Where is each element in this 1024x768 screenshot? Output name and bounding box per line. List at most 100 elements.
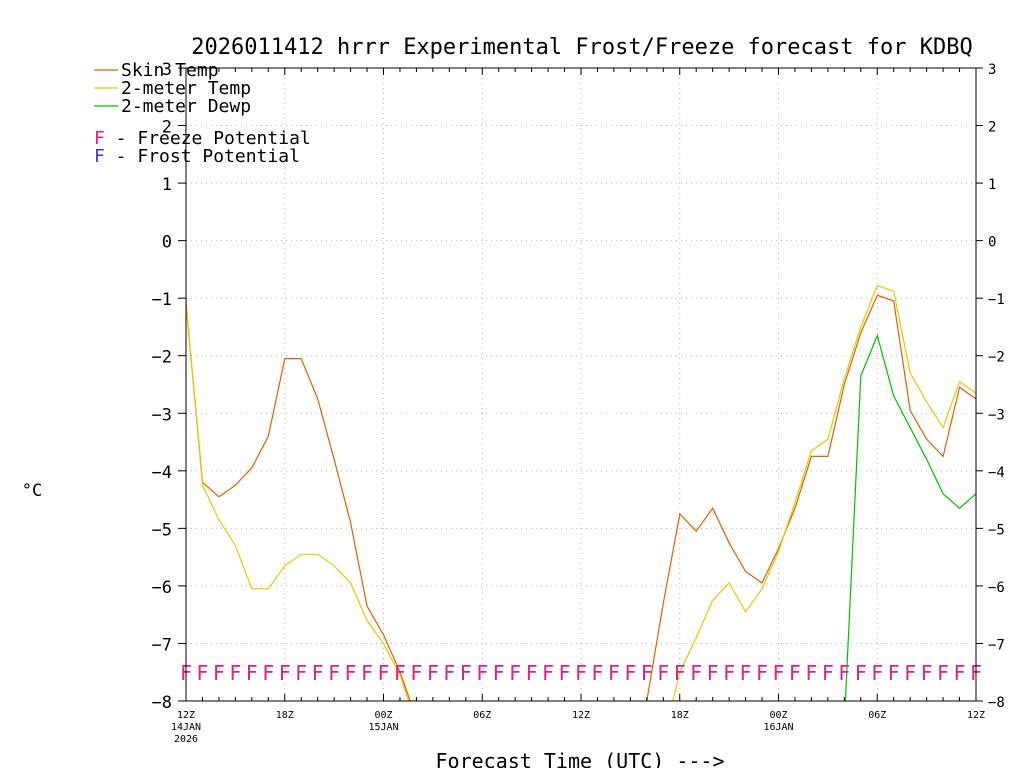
freeze-flag: F bbox=[888, 661, 900, 685]
y-tick-label-right: −1 bbox=[988, 292, 1005, 308]
freeze-flag: F bbox=[822, 661, 834, 685]
y-tick-label-left: −7 bbox=[152, 635, 172, 655]
freeze-flag: F bbox=[476, 661, 488, 685]
y-tick-label-left: −2 bbox=[152, 348, 172, 368]
flag-legend-letter: F bbox=[94, 146, 105, 167]
series-layer bbox=[186, 284, 976, 701]
freeze-flag: F bbox=[328, 661, 340, 685]
x-tick-label: 16JAN bbox=[763, 722, 793, 733]
freeze-flag: F bbox=[542, 661, 554, 685]
chart-title: 2026011412 hrrr Experimental Frost/Freez… bbox=[191, 35, 972, 60]
y-axis-right: 3 2 1 0 −1 −2 −3 −4 −5 −6 −7 −8 bbox=[976, 62, 1005, 711]
y-axis-left: 3 2 1 0 −1 −2 −3 −4 −5 −6 −7 −8 bbox=[152, 60, 186, 713]
freeze-flag: F bbox=[394, 661, 406, 685]
x-tick-label: 06Z bbox=[473, 710, 491, 721]
freeze-flag: F bbox=[559, 661, 571, 685]
flag-legend-text: - Freeze Potential bbox=[105, 128, 311, 149]
freeze-flag: F bbox=[427, 661, 439, 685]
y-tick-label-left: −8 bbox=[152, 693, 172, 713]
y-tick-label-right: −5 bbox=[988, 522, 1005, 538]
freeze-flag: F bbox=[493, 661, 505, 685]
series-skin-temp bbox=[186, 294, 976, 701]
legend-label: 2-meter Temp bbox=[121, 78, 251, 99]
x-tick-label: 15JAN bbox=[368, 722, 398, 733]
y-tick-label-left: −3 bbox=[152, 405, 172, 425]
flag-legend-letter: F bbox=[94, 128, 105, 149]
y-tick-label-right: −2 bbox=[988, 350, 1005, 366]
freeze-flag: F bbox=[279, 661, 291, 685]
freeze-flag: F bbox=[361, 661, 373, 685]
y-tick-label-left: −4 bbox=[152, 463, 172, 483]
y-tick-label-left: −6 bbox=[152, 578, 172, 598]
legend-label: Skin Temp bbox=[121, 60, 219, 81]
freeze-flag: F bbox=[921, 661, 933, 685]
x-tick-label: 12Z bbox=[572, 710, 590, 721]
freeze-flag: F bbox=[608, 661, 620, 685]
freeze-flag: F bbox=[772, 661, 784, 685]
x-tick-label: 06Z bbox=[868, 710, 886, 721]
freeze-flag: F bbox=[624, 661, 636, 685]
freeze-flag: F bbox=[196, 661, 208, 685]
freeze-flag: F bbox=[641, 661, 653, 685]
x-tick-label: 12Z bbox=[967, 710, 985, 721]
y-tick-label-right: 3 bbox=[988, 62, 996, 78]
y-tick-label-right: −7 bbox=[988, 637, 1005, 653]
freeze-flag: F bbox=[295, 661, 307, 685]
x-axis-label: Forecast Time (UTC) ---> bbox=[436, 749, 725, 768]
y-tick-label-right: −6 bbox=[988, 580, 1005, 596]
y-tick-label-right: −3 bbox=[988, 407, 1005, 423]
freeze-flag: F bbox=[213, 661, 225, 685]
y-tick-label-right: 0 bbox=[988, 235, 996, 251]
freeze-flag: F bbox=[443, 661, 455, 685]
x-tick-label: 14JAN bbox=[171, 722, 201, 733]
freeze-flag: F bbox=[657, 661, 669, 685]
y-tick-label-left: 2 bbox=[162, 118, 172, 138]
x-tick-label: 00Z bbox=[769, 710, 787, 721]
series-2-meter-dewp bbox=[844, 333, 976, 701]
y-tick-label-right: −8 bbox=[988, 695, 1005, 711]
freeze-flag: F bbox=[591, 661, 603, 685]
x-tick-label: 12Z bbox=[177, 710, 195, 721]
x-tick-label: 18Z bbox=[276, 710, 294, 721]
y-axis-label: °C bbox=[22, 481, 42, 501]
freeze-flag: F bbox=[937, 661, 949, 685]
y-tick-label-right: 2 bbox=[988, 120, 996, 136]
freeze-flag: F bbox=[690, 661, 702, 685]
y-tick-label-left: 3 bbox=[162, 60, 172, 80]
freeze-flag: F bbox=[575, 661, 587, 685]
freeze-flag: F bbox=[789, 661, 801, 685]
freeze-flag: F bbox=[377, 661, 389, 685]
freeze-flag: F bbox=[838, 661, 850, 685]
x-tick-label: 18Z bbox=[671, 710, 689, 721]
plot-frame bbox=[185, 67, 977, 702]
freeze-flag: F bbox=[460, 661, 472, 685]
freeze-flag: F bbox=[805, 661, 817, 685]
freeze-flag: F bbox=[262, 661, 274, 685]
freeze-flag: F bbox=[871, 661, 883, 685]
flag-legend-text: - Frost Potential bbox=[105, 146, 300, 167]
legend-label: 2-meter Dewp bbox=[121, 96, 251, 117]
y-tick-label-left: −5 bbox=[152, 520, 172, 540]
series-2-meter-temp bbox=[186, 284, 976, 701]
y-tick-label-right: −4 bbox=[988, 465, 1005, 481]
freeze-flag: F bbox=[509, 661, 521, 685]
freeze-flag: F bbox=[723, 661, 735, 685]
freeze-flag: F bbox=[312, 661, 324, 685]
x-tick-label: 2026 bbox=[174, 734, 198, 745]
freeze-flag: F bbox=[674, 661, 686, 685]
y-tick-label-left: 1 bbox=[162, 175, 172, 195]
y-tick-label-left: −1 bbox=[152, 290, 172, 310]
freeze-flag: F bbox=[855, 661, 867, 685]
freeze-flag: F bbox=[954, 661, 966, 685]
freeze-flag: F bbox=[229, 661, 241, 685]
freeze-flag: F bbox=[740, 661, 752, 685]
flag-legend-entry: F - Freeze Potential bbox=[94, 128, 311, 149]
flag-legend-entry: F - Frost Potential bbox=[94, 146, 300, 167]
y-tick-label-left: 0 bbox=[162, 233, 172, 253]
freeze-flag: F bbox=[904, 661, 916, 685]
freeze-flag: F bbox=[246, 661, 258, 685]
freeze-flag: F bbox=[410, 661, 422, 685]
